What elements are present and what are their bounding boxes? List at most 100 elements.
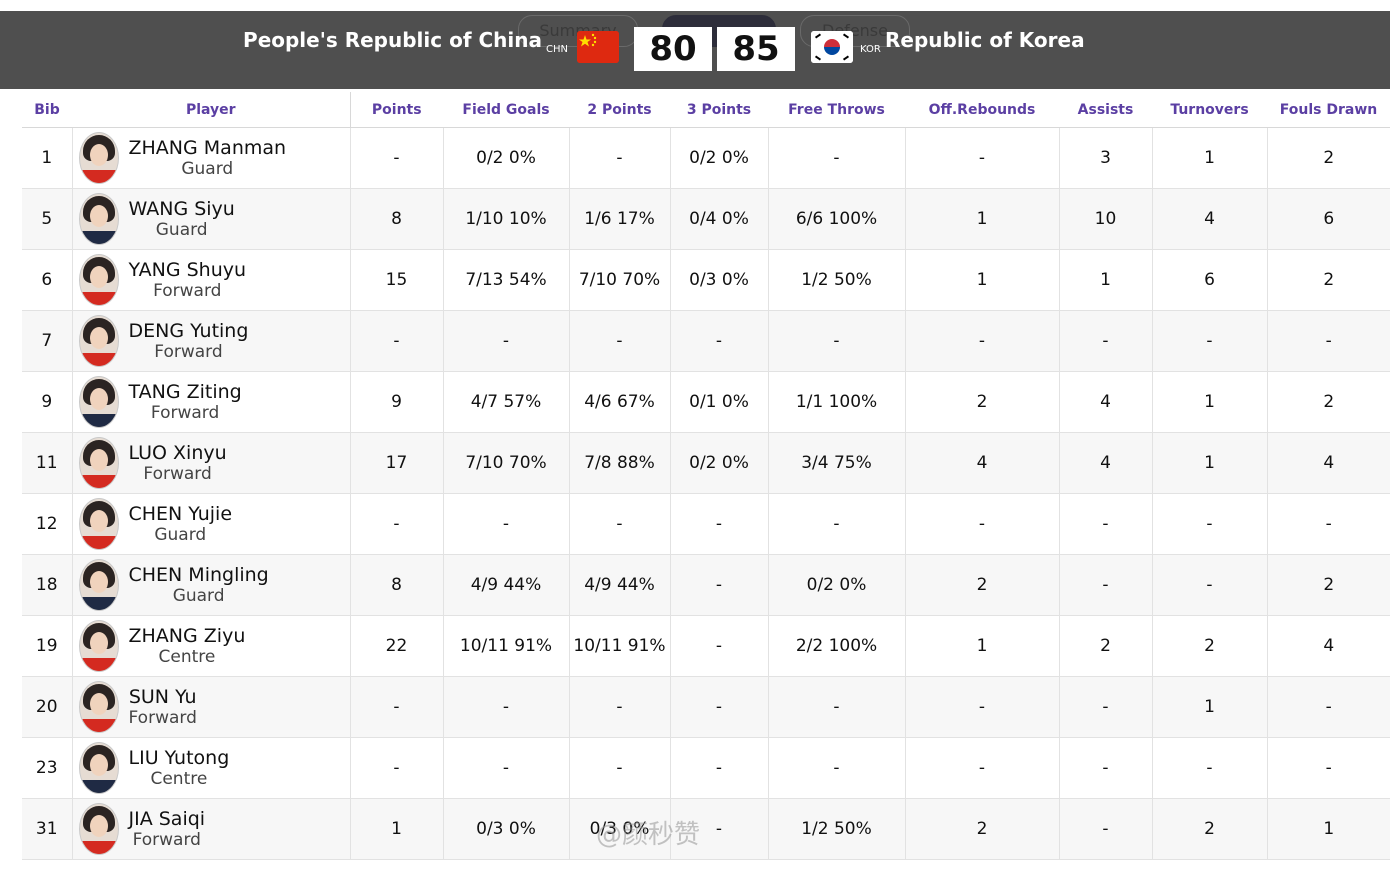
bib-cell: 23: [22, 737, 73, 799]
3-points-cell: -: [670, 737, 769, 799]
table-row[interactable]: 1 ZHANG Manman Guard -0/2 0% -0/2 0% - -3 1 2: [22, 127, 1390, 189]
player-position: Guard: [172, 586, 225, 606]
player-name[interactable]: ZHANG Manman: [128, 137, 287, 159]
table-row[interactable]: 5 WANG Siyu Guard 8 1/10 10% 1/6 17% 0/4 0% 6/6…: [22, 188, 1390, 250]
turnovers-cell: -: [1152, 310, 1268, 372]
2-points-cell: -: [569, 493, 671, 555]
turnovers-cell: 1: [1152, 127, 1268, 189]
player-cell[interactable]: LUO Xinyu Forward: [72, 432, 351, 494]
player-position: Forward: [150, 403, 220, 423]
points-cell: 8: [350, 188, 444, 250]
off-rebounds-cell: 2: [905, 371, 1060, 433]
3-points-cell: 0/3 0%: [670, 249, 769, 311]
col-off-rebounds[interactable]: Off.Rebounds: [905, 92, 1059, 128]
player-name[interactable]: CHEN Yujie: [128, 503, 233, 525]
player-cell[interactable]: SUN Yu Forward: [72, 676, 351, 738]
col-turnovers[interactable]: Turnovers: [1152, 92, 1267, 128]
field-goals-cell: 10/11 91%: [443, 615, 570, 677]
player-name[interactable]: JIA Saiqi: [128, 808, 206, 830]
col-points[interactable]: Points: [350, 92, 443, 128]
player-cell[interactable]: CHEN Mingling Guard: [72, 554, 351, 616]
player-cell[interactable]: ZHANG Manman Guard: [72, 127, 351, 189]
free-throws-cell: -: [768, 493, 906, 555]
fouls-drawn-cell: -: [1267, 310, 1390, 372]
off-rebounds-cell: -: [905, 127, 1060, 189]
2-points-cell: 10/11 91%: [569, 615, 671, 677]
player-cell[interactable]: DENG Yuting Forward: [72, 310, 351, 372]
table-row[interactable]: 12 CHEN Yujie Guard - - - - - - - - -: [22, 493, 1390, 555]
player-name[interactable]: WANG Siyu: [128, 198, 235, 220]
table-row[interactable]: 18 CHEN Mingling Guard 8 4/9 44% 4/9 44% -0/2 …: [22, 554, 1390, 616]
table-row[interactable]: 11 LUO Xinyu Forward 17 7/10 70% 7/8 88% 0/2 0…: [22, 432, 1390, 494]
col-fouls-drawn[interactable]: Fouls Drawn: [1267, 92, 1390, 128]
player-photo-icon: [78, 559, 119, 611]
off-rebounds-cell: 2: [905, 798, 1060, 860]
player-cell[interactable]: JIA Saiqi Forward: [72, 798, 351, 860]
turnovers-cell: 2: [1152, 798, 1268, 860]
player-cell[interactable]: LIU Yutong Centre: [72, 737, 351, 799]
points-cell: 1: [350, 798, 444, 860]
assists-cell: -: [1059, 676, 1153, 738]
player-name[interactable]: TANG Ziting: [128, 381, 242, 403]
home-score: 80: [634, 27, 712, 71]
turnovers-cell: 2: [1152, 615, 1268, 677]
free-throws-cell: -: [768, 737, 906, 799]
player-position: Forward: [132, 830, 201, 850]
table-row[interactable]: 9 TANG Ziting Forward 9 4/7 57% 4/6 67% 0/1 0%…: [22, 371, 1390, 433]
col-3-points[interactable]: 3 Points: [670, 92, 768, 128]
field-goals-cell: -: [443, 493, 570, 555]
off-rebounds-cell: 1: [905, 188, 1060, 250]
player-cell[interactable]: WANG Siyu Guard: [72, 188, 351, 250]
bib-cell: 31: [22, 798, 73, 860]
player-cell[interactable]: ZHANG Ziyu Centre: [72, 615, 351, 677]
table-row[interactable]: 6 YANG Shuyu Forward 15 7/13 54% 7/10 70% 0/3 …: [22, 249, 1390, 311]
player-name[interactable]: DENG Yuting: [128, 320, 249, 342]
off-rebounds-cell: -: [905, 493, 1060, 555]
player-cell[interactable]: CHEN Yujie Guard: [72, 493, 351, 555]
field-goals-cell: 7/13 54%: [443, 249, 570, 311]
player-name[interactable]: LUO Xinyu: [128, 442, 227, 464]
col-bib[interactable]: Bib: [22, 92, 72, 128]
2-points-cell: 4/9 44%: [569, 554, 671, 616]
col-assists[interactable]: Assists: [1059, 92, 1152, 128]
player-cell[interactable]: TANG Ziting Forward: [72, 371, 351, 433]
fouls-drawn-cell: 1: [1267, 798, 1390, 860]
col-2-points[interactable]: 2 Points: [569, 92, 670, 128]
away-team-name: Republic of Korea: [885, 28, 1085, 52]
bib-cell: 9: [22, 371, 73, 433]
player-name[interactable]: CHEN Mingling: [128, 564, 269, 586]
player-photo-icon: [78, 742, 119, 794]
2-points-cell: -: [569, 676, 671, 738]
player-name[interactable]: ZHANG Ziyu: [128, 625, 246, 647]
free-throws-cell: 1/1 100%: [768, 371, 906, 433]
table-row[interactable]: 19 ZHANG Ziyu Centre 22 10/11 91% 10/11 91% -2…: [22, 615, 1390, 677]
table-row[interactable]: 31 JIA Saiqi Forward 1 0/3 0% 0/3 0% -1/2 50% 2…: [22, 798, 1390, 860]
china-flag-icon: [577, 31, 619, 63]
player-name[interactable]: SUN Yu: [128, 686, 197, 708]
2-points-cell: 1/6 17%: [569, 188, 671, 250]
table-row[interactable]: 7 DENG Yuting Forward - - - - - - - - -: [22, 310, 1390, 372]
assists-cell: -: [1059, 737, 1153, 799]
col-player[interactable]: Player: [72, 92, 351, 128]
field-goals-cell: 4/9 44%: [443, 554, 570, 616]
player-photo-icon: [78, 681, 119, 733]
table-row[interactable]: 20 SUN Yu Forward - - - - - - -1-: [22, 676, 1390, 738]
player-position: Centre: [158, 647, 216, 667]
3-points-cell: -: [670, 615, 769, 677]
player-name[interactable]: YANG Shuyu: [128, 259, 247, 281]
home-team-code: CHN: [546, 44, 568, 55]
col-field-goals[interactable]: Field Goals: [443, 92, 569, 128]
fouls-drawn-cell: -: [1267, 676, 1390, 738]
table-header-row: Bib Player Points Field Goals 2 Points 3…: [22, 92, 1390, 128]
3-points-cell: -: [670, 493, 769, 555]
assists-cell: 10: [1059, 188, 1153, 250]
fouls-drawn-cell: -: [1267, 737, 1390, 799]
assists-cell: 3: [1059, 127, 1153, 189]
player-cell[interactable]: YANG Shuyu Forward: [72, 249, 351, 311]
player-name[interactable]: LIU Yutong: [128, 747, 230, 769]
3-points-cell: 0/4 0%: [670, 188, 769, 250]
table-row[interactable]: 23 LIU Yutong Centre - - - - - - - - -: [22, 737, 1390, 799]
points-cell: -: [350, 493, 444, 555]
player-photo-icon: [78, 315, 119, 367]
col-free-throws[interactable]: Free Throws: [768, 92, 905, 128]
